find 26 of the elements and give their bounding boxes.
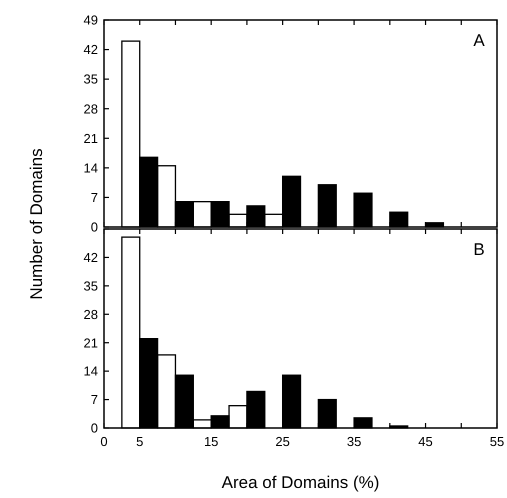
- y-tick-label: 7: [90, 190, 98, 205]
- y-tick-label: 14: [84, 364, 98, 379]
- y-tick-label: 21: [84, 335, 98, 350]
- x-tick-label: 0: [100, 434, 108, 449]
- y-tick-label: 0: [90, 220, 98, 235]
- x-tick-label: 15: [204, 434, 218, 449]
- y-axis-title: Number of Domains: [27, 148, 46, 300]
- annotation: B: [473, 240, 485, 259]
- y-tick-label: 14: [84, 160, 98, 176]
- x-tick-label: 5: [136, 434, 144, 449]
- annotation: A: [473, 31, 486, 50]
- y-tick-label: 35: [84, 72, 98, 87]
- y-tick-label: 49: [84, 12, 98, 28]
- y-tick-label: 28: [84, 101, 98, 116]
- y-tick-label: 0: [90, 420, 98, 436]
- y-tick-label: 42: [84, 250, 98, 265]
- x-tick-label: 35: [346, 434, 362, 449]
- x-tick-label: 45: [418, 434, 433, 449]
- x-tick-label: 55: [490, 434, 504, 449]
- x-tick-label: 25: [275, 434, 290, 449]
- y-tick-label: 35: [84, 278, 98, 294]
- y-tick-label: 28: [84, 306, 98, 322]
- y-tick-label: 7: [90, 392, 98, 408]
- y-tick-label: 42: [84, 42, 98, 58]
- x-axis-title: Area of Domains (%): [222, 473, 380, 492]
- y-tick-label: 21: [84, 130, 98, 146]
